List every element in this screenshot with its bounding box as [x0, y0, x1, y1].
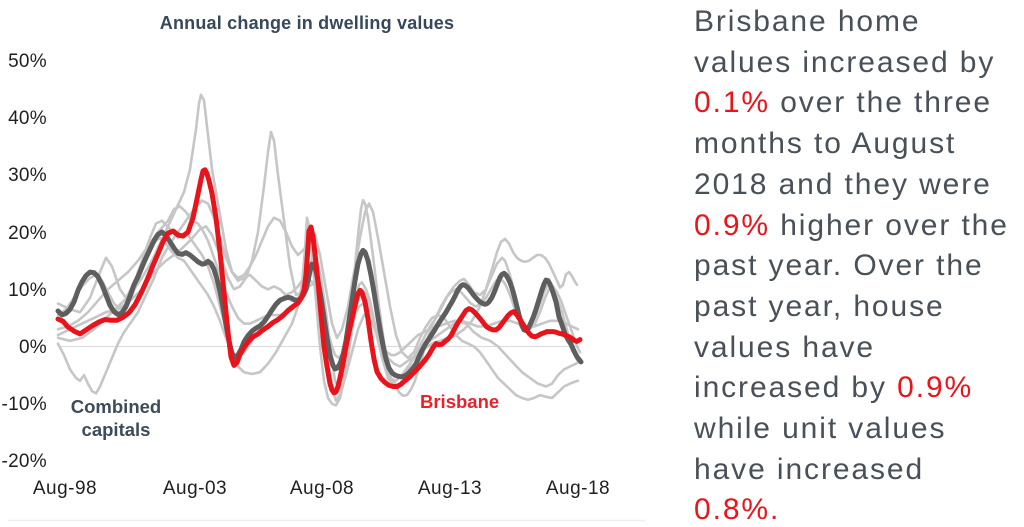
svg-text:Aug-03: Aug-03	[163, 478, 227, 499]
svg-text:capitals: capitals	[82, 419, 151, 440]
svg-text:Aug-98: Aug-98	[33, 478, 97, 499]
svg-text:Combined: Combined	[71, 396, 161, 417]
svg-text:10%: 10%	[8, 280, 47, 301]
svg-text:Brisbane: Brisbane	[420, 391, 499, 412]
svg-text:Annual change in dwelling valu: Annual change in dwelling values	[160, 13, 454, 33]
svg-text:40%: 40%	[8, 108, 47, 129]
svg-text:-10%: -10%	[1, 394, 47, 415]
svg-text:30%: 30%	[8, 165, 47, 186]
svg-text:Aug-18: Aug-18	[546, 478, 610, 499]
svg-text:0%: 0%	[19, 337, 47, 358]
svg-text:Aug-08: Aug-08	[290, 478, 354, 499]
svg-text:Aug-13: Aug-13	[418, 478, 482, 499]
svg-text:50%: 50%	[8, 51, 47, 72]
svg-text:-20%: -20%	[1, 451, 47, 472]
svg-text:20%: 20%	[8, 223, 47, 244]
